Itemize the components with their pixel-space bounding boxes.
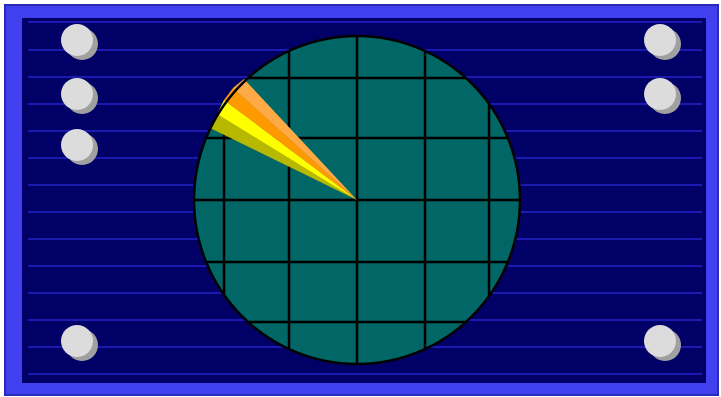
knob-left[interactable] xyxy=(61,78,98,114)
sweep-segment xyxy=(233,79,357,200)
knob-face xyxy=(644,325,676,357)
knob-face xyxy=(644,24,676,56)
console-frame-edge xyxy=(4,4,719,396)
knob-group xyxy=(61,24,681,361)
knob-face xyxy=(61,129,93,161)
radar-sweep-beam xyxy=(210,79,357,200)
knob-right[interactable] xyxy=(644,24,681,60)
knob-right[interactable] xyxy=(644,325,681,361)
sweep-segment xyxy=(210,114,357,200)
knob-face xyxy=(61,24,93,56)
knob-left[interactable] xyxy=(61,129,98,165)
knob-face xyxy=(61,325,93,357)
knob-left[interactable] xyxy=(61,325,98,361)
knob-left[interactable] xyxy=(61,24,98,60)
knob-right[interactable] xyxy=(644,78,681,114)
radar-scope xyxy=(192,34,522,366)
knob-face xyxy=(61,78,93,110)
knob-face xyxy=(644,78,676,110)
radar-screen-rim xyxy=(192,34,522,366)
sweep-segment xyxy=(217,100,357,200)
sweep-segment xyxy=(224,88,357,200)
